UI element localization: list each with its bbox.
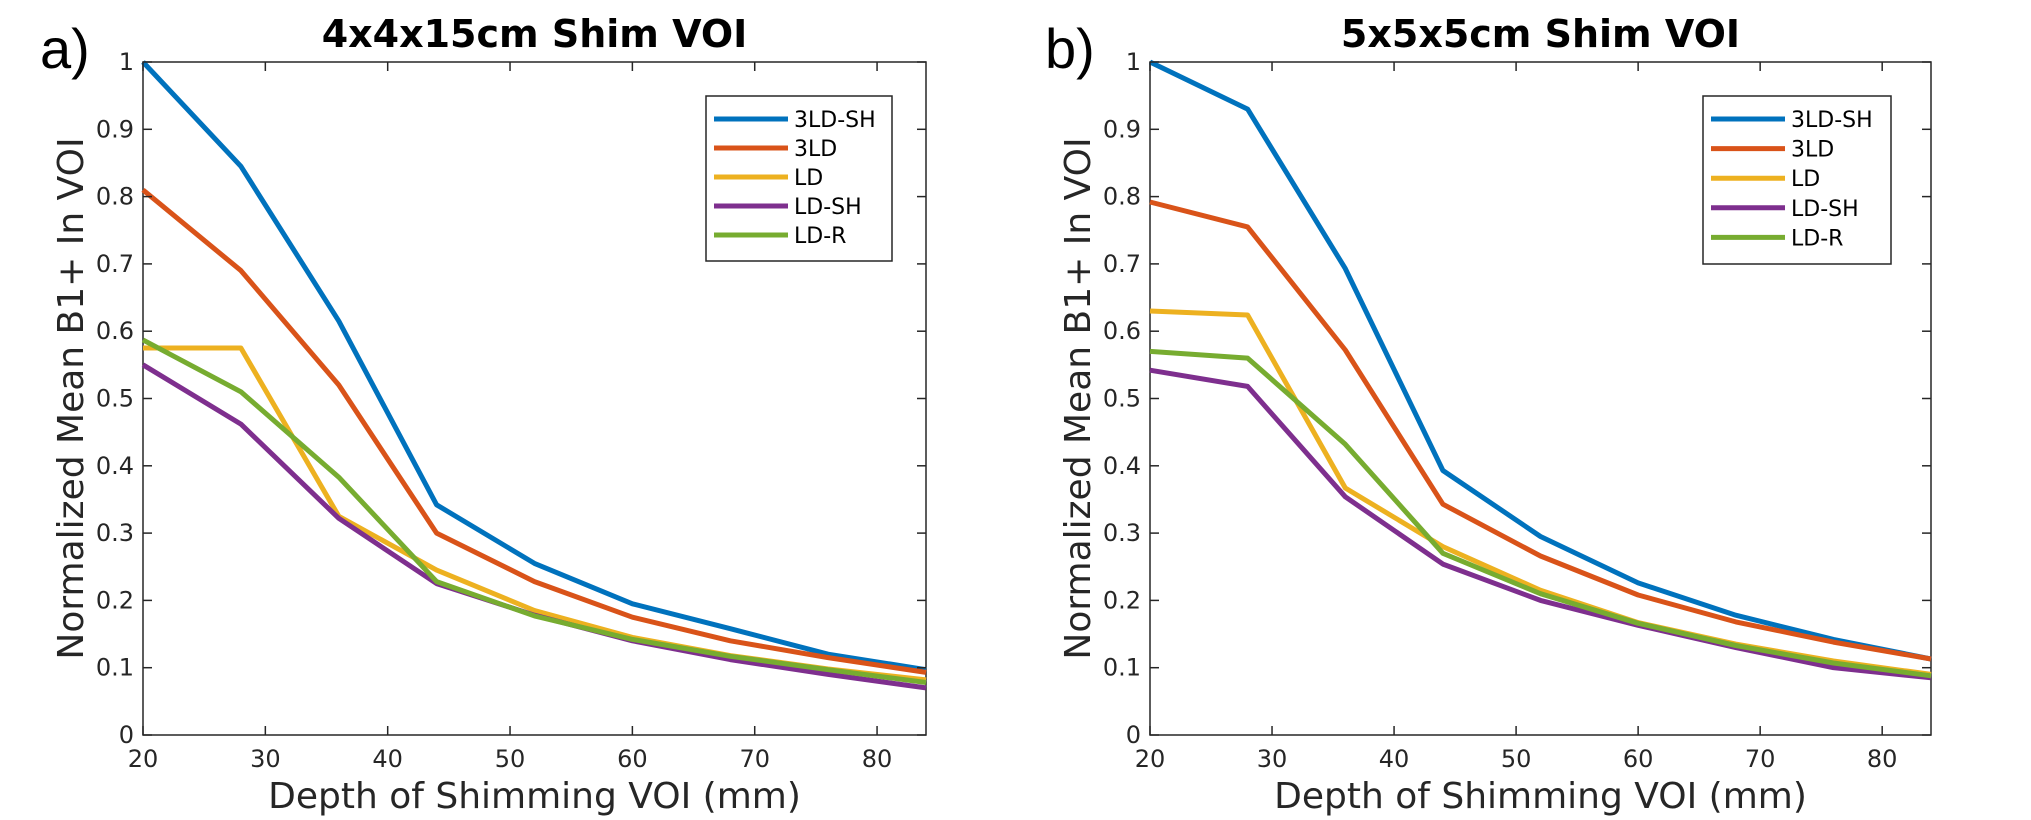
legend-item: LD-SH (714, 195, 862, 220)
legend-label: LD (1791, 167, 1820, 192)
chart-panel-b: b) 5x5x5cm Shim VOI Depth of Shimming VO… (1045, 12, 1932, 817)
legend-item: 3LD (714, 137, 837, 162)
series-line-ld-r (1149, 348, 1932, 679)
chart-panel-a: a) 4x4x15cm Shim VOI Depth of Shimming V… (40, 12, 927, 817)
chart-title: 4x4x15cm Shim VOI (322, 12, 748, 56)
series-line-ld (1149, 308, 1932, 677)
legend-label: 3LD-SH (1791, 108, 1873, 133)
legend-item: LD-R (1711, 226, 1843, 251)
series-line-3ld (141, 187, 927, 675)
y-axis-label: Normalized Mean B1+ In VOI (1058, 137, 1099, 659)
legend-label: 3LD (794, 137, 837, 162)
x-tick-label: 30 (1257, 745, 1288, 773)
y-tick-label: 0.4 (1103, 452, 1141, 480)
series-line-ld-r (141, 337, 927, 685)
y-tick-label: 0.1 (96, 654, 134, 682)
x-tick-label: 70 (1745, 745, 1776, 773)
y-tick-label: 0.6 (1103, 317, 1141, 345)
legend-item: LD (1711, 167, 1820, 192)
y-tick-label: 0.2 (1103, 586, 1141, 614)
y-tick-label: 0.5 (96, 385, 134, 413)
x-tick-label: 40 (372, 745, 403, 773)
series-line-3ld-sh (1148, 59, 1932, 662)
y-tick-label: 0.4 (96, 452, 134, 480)
x-tick-label: 60 (1623, 745, 1654, 773)
x-tick-label: 80 (1867, 745, 1898, 773)
y-tick-label: 0.3 (96, 519, 134, 547)
panel-label: a) (40, 17, 90, 80)
y-tick-label: 0.8 (96, 183, 134, 211)
legend-label: LD-R (1791, 226, 1843, 251)
series-line-3ld (1149, 199, 1932, 662)
x-axis-label: Depth of Shimming VOI (mm) (1274, 776, 1807, 817)
legend-label: 3LD-SH (794, 108, 876, 133)
y-tick-label: 0.1 (1103, 654, 1141, 682)
x-tick-label: 60 (617, 745, 648, 773)
x-tick-label: 50 (1501, 745, 1532, 773)
x-tick-label: 20 (128, 745, 159, 773)
y-tick-label: 1 (119, 48, 134, 76)
legend-item: LD-SH (1711, 197, 1859, 222)
y-tick-label: 0.3 (1103, 519, 1141, 547)
legend: 3LD-SH 3LD LD LD-SH LD-R (705, 95, 893, 262)
series-line-3ld-sh (141, 60, 927, 673)
legend-label: LD-SH (794, 195, 862, 220)
legend-item: LD-R (714, 224, 846, 249)
legend-label: LD-SH (1791, 197, 1859, 222)
y-tick-label: 0.7 (1103, 250, 1141, 278)
y-tick-label: 0 (1126, 721, 1141, 749)
y-tick-label: 0.7 (96, 250, 134, 278)
legend-label: 3LD (1791, 138, 1834, 163)
legend-item: LD (714, 166, 823, 191)
y-tick-label: 0.9 (1103, 115, 1141, 143)
legend-item: 3LD (1711, 138, 1834, 163)
x-tick-label: 70 (739, 745, 770, 773)
series-line-ld-sh (1149, 367, 1932, 681)
x-tick-label: 40 (1379, 745, 1410, 773)
series-line-ld-sh (141, 362, 927, 691)
y-tick-label: 0.5 (1103, 385, 1141, 413)
x-tick-label: 50 (495, 745, 526, 773)
y-tick-label: 1 (1126, 48, 1141, 76)
y-tick-label: 0.6 (96, 317, 134, 345)
y-tick-label: 0.2 (96, 586, 134, 614)
panel-label: b) (1045, 17, 1095, 80)
x-tick-label: 20 (1135, 745, 1166, 773)
legend-item: 3LD-SH (714, 108, 876, 133)
x-tick-label: 80 (862, 745, 893, 773)
legend-label: LD-R (794, 224, 846, 249)
y-tick-label: 0 (119, 721, 134, 749)
y-tick-label: 0.8 (1103, 183, 1141, 211)
legend-item: 3LD-SH (1711, 108, 1873, 133)
chart-title: 5x5x5cm Shim VOI (1341, 12, 1740, 56)
x-axis-label: Depth of Shimming VOI (mm) (268, 776, 801, 817)
y-axis-label: Normalized Mean B1+ In VOI (51, 137, 92, 659)
legend-label: LD (794, 166, 823, 191)
legend: 3LD-SH 3LD LD LD-SH LD-R (1702, 95, 1892, 265)
series-line-ld (143, 345, 927, 683)
x-tick-label: 30 (250, 745, 281, 773)
y-tick-label: 0.9 (96, 115, 134, 143)
